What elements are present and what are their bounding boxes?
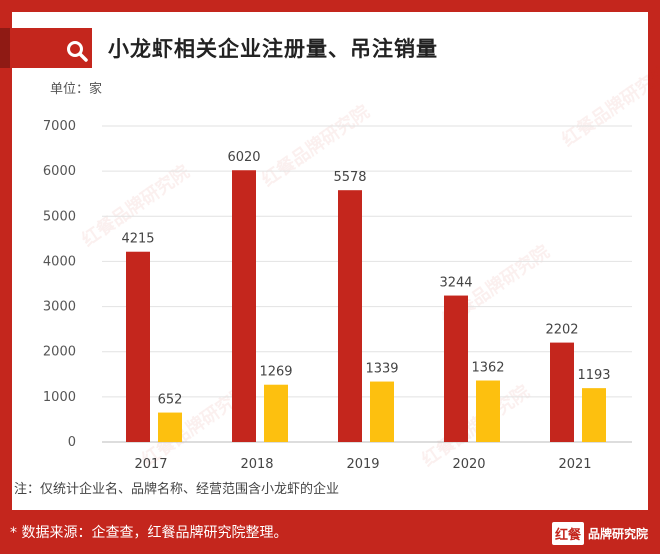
y-tick-label: 1000 (43, 390, 76, 405)
data-label: 652 (158, 393, 183, 408)
chart-title: 小龙虾相关企业注册量、吊注销量 (108, 37, 438, 61)
data-label: 6020 (227, 150, 260, 165)
bar-registered (444, 295, 468, 442)
x-tick-label: 2021 (558, 457, 591, 472)
bar-registered (550, 342, 574, 442)
y-tick-label: 5000 (43, 209, 76, 224)
bar-registered (126, 251, 150, 442)
bar-registered (232, 170, 256, 442)
data-label: 1193 (577, 368, 610, 383)
x-tick-label: 2017 (134, 457, 167, 472)
data-label: 1269 (259, 365, 292, 380)
data-label: 1339 (365, 362, 398, 377)
brand-name: 品牌研究院 (588, 526, 649, 541)
x-tick-label: 2018 (240, 457, 273, 472)
y-tick-label: 4000 (43, 254, 76, 269)
bar-cancelled (158, 412, 182, 442)
y-tick-label: 6000 (43, 164, 76, 179)
chart-note: 注：仅统计企业名、品牌名称、经营范围含小龙虾的企业 (14, 482, 340, 497)
data-label: 3244 (439, 276, 472, 291)
y-tick-label: 0 (68, 435, 76, 450)
brand-logo: 红餐 品牌研究院 (552, 521, 649, 545)
bar-chart: 0 1000 2000 3000 4000 5000 6000 7000 4215 652 2017… (43, 119, 632, 472)
data-source: * 数据来源：企查查，红餐品牌研究院整理。 (10, 525, 288, 541)
y-tick-label: 2000 (43, 345, 76, 360)
data-label: 5578 (333, 170, 366, 185)
data-label: 1362 (471, 361, 504, 376)
x-tick-label: 2019 (346, 457, 379, 472)
unit-label: 单位：家 (50, 82, 103, 97)
y-tick-label: 7000 (43, 119, 76, 134)
y-tick-label: 3000 (43, 300, 76, 315)
search-icon (67, 41, 88, 62)
data-label: 4215 (121, 232, 154, 247)
bar-cancelled (582, 388, 606, 442)
bar-registered (338, 190, 362, 442)
brand-mark: 红餐 (552, 521, 585, 545)
data-label: 2202 (545, 323, 578, 338)
bar-cancelled (264, 384, 288, 442)
title-accent-dark (0, 28, 10, 68)
bar-cancelled (370, 381, 394, 442)
x-tick-label: 2020 (452, 457, 485, 472)
title-accent (0, 28, 92, 68)
bar-cancelled (476, 380, 500, 442)
